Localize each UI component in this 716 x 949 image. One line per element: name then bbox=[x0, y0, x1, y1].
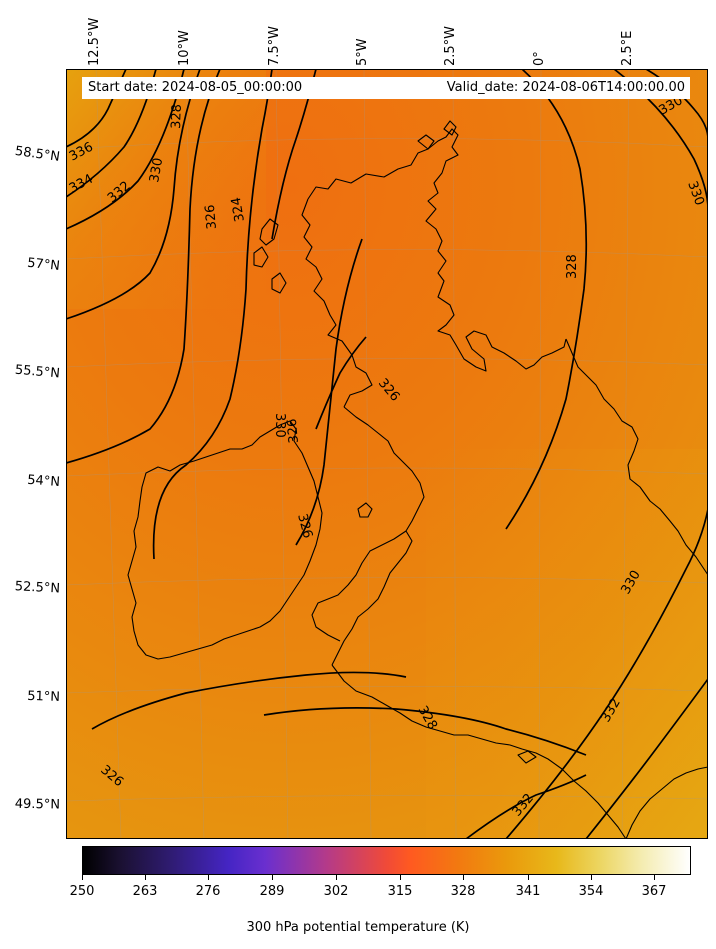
colorbar-tick-label: 250 bbox=[69, 884, 95, 899]
hebrides-3 bbox=[271, 272, 287, 294]
scotland-west-coast bbox=[301, 198, 373, 408]
irish-sea-isle bbox=[357, 502, 373, 518]
colorbar-tick bbox=[463, 875, 464, 880]
latitude-label: 55.5°N bbox=[14, 362, 61, 382]
colorbar-tick-label: 302 bbox=[323, 884, 349, 899]
contour-label: 328 bbox=[169, 104, 185, 129]
colorbar-tick-label: 315 bbox=[387, 884, 413, 899]
isle-of-wight bbox=[517, 750, 537, 764]
contour-label: 330 bbox=[147, 157, 166, 184]
longitude-label: 2.5°E bbox=[620, 30, 635, 66]
longitude-label: 2.5°W bbox=[443, 25, 458, 66]
colorbar-tick bbox=[591, 875, 592, 880]
colorbar-tick bbox=[272, 875, 273, 880]
contour-label: 326 bbox=[203, 204, 220, 230]
contour-330-se bbox=[505, 508, 708, 839]
colorbar-tick-label: 289 bbox=[259, 884, 285, 899]
contour-328-east bbox=[505, 69, 588, 530]
contour-332-south bbox=[465, 774, 587, 839]
contour-332 bbox=[66, 69, 185, 230]
longitude-label: 0° bbox=[532, 51, 547, 66]
hebrides-2 bbox=[253, 246, 269, 268]
shetland bbox=[443, 120, 457, 136]
contour-326-irish-sea bbox=[315, 336, 367, 430]
longitude-label: 12.5°W bbox=[87, 17, 102, 66]
colorbar-tick-label: 276 bbox=[195, 884, 221, 899]
colorbar-tick bbox=[654, 875, 655, 880]
colorbar-tick bbox=[145, 875, 146, 880]
coastlines bbox=[127, 120, 708, 839]
contour-328-central bbox=[263, 707, 587, 756]
contour-label: 330 bbox=[272, 413, 287, 438]
contour-326-sw bbox=[91, 671, 407, 730]
colorbar-tick-label: 328 bbox=[450, 884, 476, 899]
hebrides-1 bbox=[259, 218, 279, 246]
colorbar-tick bbox=[82, 875, 83, 880]
longitude-label: 5°W bbox=[355, 38, 370, 66]
scotland-coast bbox=[307, 128, 567, 372]
colorbar-tick-label: 263 bbox=[132, 884, 158, 899]
contour-label: 326 bbox=[294, 512, 315, 540]
contour-328-w bbox=[66, 69, 221, 464]
contour-332-se bbox=[585, 678, 708, 839]
colorbar-tick-label: 367 bbox=[641, 884, 667, 899]
wales-coast bbox=[311, 530, 407, 642]
colorbar-tick bbox=[400, 875, 401, 880]
england-east-coast bbox=[565, 338, 708, 576]
graticule bbox=[66, 69, 708, 839]
contour-326-mid bbox=[295, 238, 363, 546]
contour-label: 326 bbox=[285, 418, 302, 444]
map-frame bbox=[66, 69, 708, 839]
colorbar-tick bbox=[208, 875, 209, 880]
temperature-field-nw bbox=[66, 69, 266, 309]
contour-330-nw bbox=[66, 69, 201, 320]
latitude-label: 54°N bbox=[26, 472, 61, 491]
colorbar-tick bbox=[528, 875, 529, 880]
latitude-label: 49.5°N bbox=[14, 796, 61, 813]
channel-coast-east bbox=[625, 766, 708, 839]
isentrope-contours bbox=[66, 69, 708, 839]
contour-label: 328 bbox=[565, 254, 580, 279]
latitude-label: 52.5°N bbox=[14, 579, 61, 597]
longitude-label: 7.5°W bbox=[267, 25, 282, 66]
start-date: Start date: 2024-08-05_00:00:00 bbox=[88, 80, 303, 95]
longitude-label: 10°W bbox=[177, 30, 192, 66]
colorbar bbox=[82, 846, 691, 875]
map-panel[interactable]: 336 334 332 330 328 326 324 326 328 330 … bbox=[66, 69, 708, 839]
colorbar-tick-label: 354 bbox=[578, 884, 604, 899]
temperature-field-se bbox=[426, 449, 708, 839]
ireland-coast bbox=[127, 420, 323, 660]
colorbar-tick bbox=[336, 875, 337, 880]
date-info-box: Start date: 2024-08-05_00:00:00 Valid_da… bbox=[82, 77, 690, 99]
contour-326-w bbox=[152, 69, 273, 560]
contour-label: 324 bbox=[229, 196, 248, 223]
colorbar-tick-label: 341 bbox=[515, 884, 541, 899]
latitude-label: 58.5°N bbox=[13, 143, 61, 165]
latitude-label: 57°N bbox=[26, 255, 61, 274]
valid-date: Valid_date: 2024-08-06T14:00:00.00 bbox=[446, 80, 685, 95]
latitude-label: 51°N bbox=[26, 688, 61, 706]
orkney bbox=[417, 134, 435, 150]
south-coast bbox=[331, 664, 627, 839]
colorbar-label: 300 hPa potential temperature (K) bbox=[246, 920, 470, 935]
